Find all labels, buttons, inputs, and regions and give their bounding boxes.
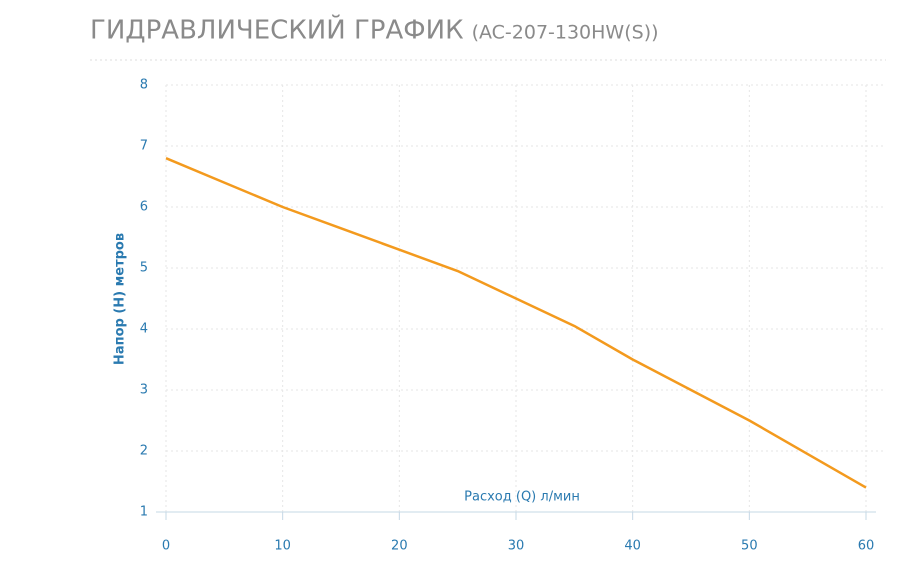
x-axis-label: Расход (Q) л/мин: [464, 490, 580, 505]
y-tick-label: 5: [140, 261, 148, 276]
x-tick-label: 10: [274, 539, 291, 554]
x-tick-label: 60: [858, 539, 875, 554]
y-tick-label: 7: [140, 139, 148, 154]
y-tick-label: 3: [140, 383, 148, 398]
y-tick-label: 8: [140, 78, 148, 93]
x-tick-label: 30: [508, 539, 525, 554]
y-tick-label: 1: [140, 505, 148, 520]
x-tick-label: 0: [162, 539, 170, 554]
data-line: [165, 157, 867, 489]
x-tick-label: 50: [741, 539, 758, 554]
y-tick-label: 4: [140, 322, 148, 337]
y-tick-label: 6: [140, 200, 148, 215]
chart-subtitle: (AC-207-130HW(S)): [472, 22, 659, 44]
y-tick-label: 2: [140, 444, 148, 459]
y-axis-label: Напор (H) метров: [113, 233, 128, 365]
chart-title: ГИДРАВЛИЧЕСКИЙ ГРАФИК: [90, 14, 464, 46]
x-tick-label: 40: [624, 539, 641, 554]
x-tick-label: 20: [391, 539, 408, 554]
